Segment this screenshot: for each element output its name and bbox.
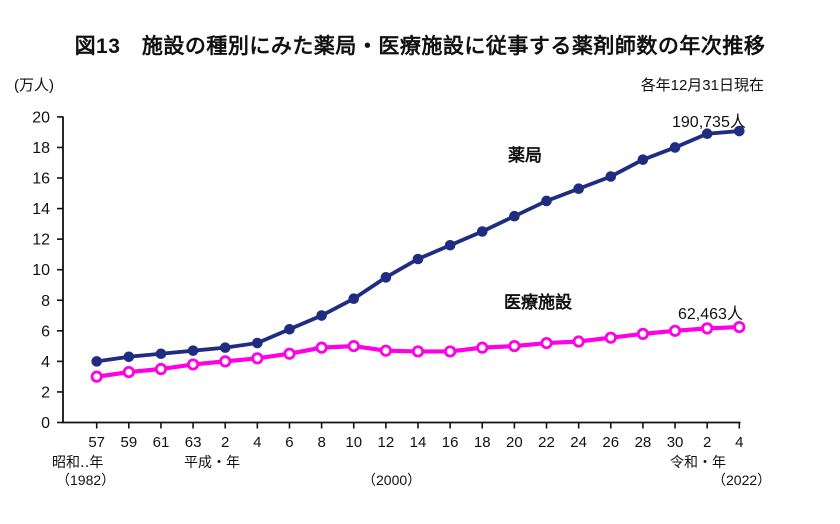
annotation-medical-latest-value: 62,463人 [678,306,743,323]
data-point-medical-facilities [444,345,457,358]
y-tick-label: 6 [41,323,50,340]
data-point-medical-facilities [90,370,103,383]
data-point-pharmacy [187,345,199,356]
data-point-medical-facilities [701,322,714,335]
y-tick-label: 4 [41,354,50,371]
data-point-pharmacy [637,154,649,165]
data-point-medical-facilities [122,365,135,379]
y-tick-label: 18 [32,140,50,157]
y-axis-unit-label: (万人) [14,77,54,94]
x-tick-label: 30 [667,434,684,451]
data-point-medical-facilities [283,347,296,360]
y-tick-label: 8 [41,293,50,310]
annotation-pharmacy-latest-value: 190,735人 [672,114,746,131]
data-point-medical-facilities [733,320,746,334]
data-point-pharmacy [155,348,167,360]
x-tick-label: 2 [703,434,711,451]
x-tick-label: 22 [538,434,555,451]
y-tick-label: 20 [32,109,50,126]
series-label-medical-facilities: 医療施設 [504,293,572,312]
data-point-medical-facilities [411,345,425,358]
y-tick-label: 0 [41,415,50,432]
x-tick-label: 57 [88,434,105,451]
x-tick-label: 59 [120,434,137,451]
data-point-medical-facilities [636,327,650,340]
data-point-medical-facilities [508,339,521,353]
x-tick-label: 10 [345,434,362,451]
data-point-medical-facilities [347,339,360,353]
data-point-pharmacy [734,125,745,137]
data-point-pharmacy [219,342,231,353]
x-tick-label: 4 [253,434,261,451]
x-tick-label: 24 [570,434,587,451]
data-point-pharmacy [669,142,681,153]
data-point-pharmacy [123,351,135,363]
data-point-medical-facilities [540,336,553,350]
data-point-pharmacy [316,310,327,321]
x-tick-label: 2 [221,434,229,451]
data-point-pharmacy [444,239,456,251]
x-tick-label: 63 [185,434,202,451]
series-label-pharmacy: 薬局 [508,146,542,165]
data-point-medical-facilities [668,324,682,337]
x-tick-label: 61 [153,434,170,451]
data-point-pharmacy [348,293,360,305]
x-tick-label: 4 [735,434,743,451]
x-tick-label: 26 [602,434,619,451]
data-point-pharmacy [380,272,392,283]
x-tick-label: 12 [378,434,395,451]
data-point-medical-facilities [572,335,585,348]
x-tick-label: 16 [442,434,459,451]
x-tick-label: 6 [285,434,293,451]
data-point-pharmacy [284,323,295,335]
y-tick-label: 16 [32,171,50,188]
era-label-heisei: 平成・年 [184,454,240,470]
series-line-pharmacy [96,129,740,364]
era-year-2022: （2022） [712,472,772,488]
data-point-medical-facilities [379,344,392,357]
era-label-reiwa: 令和・年 [670,454,726,470]
x-tick-label: 18 [474,434,491,451]
data-point-pharmacy [476,226,488,237]
x-tick-label: 28 [635,434,652,451]
era-year-2000: （2000） [362,472,422,488]
data-point-pharmacy [541,195,552,207]
x-tick-label: 8 [317,434,325,451]
data-point-medical-facilities [476,341,489,354]
data-point-medical-facilities [604,331,617,344]
x-tick-label: 14 [410,434,427,451]
y-tick-label: 10 [32,262,50,279]
y-tick-label: 2 [41,384,50,401]
data-point-medical-facilities [186,358,200,371]
x-tick-label: 20 [506,434,523,451]
data-point-medical-facilities [154,362,168,376]
data-point-pharmacy [252,337,263,349]
data-point-pharmacy [605,171,617,182]
data-point-pharmacy [701,128,713,140]
era-year-1982: （1982） [56,472,116,488]
data-point-medical-facilities [251,352,264,365]
data-point-pharmacy [509,210,520,222]
as-of-date-note: 各年12月31日現在 [640,77,764,94]
data-point-medical-facilities [315,341,328,354]
data-point-medical-facilities [219,355,232,368]
chart-title: 図13 施設の種別にみた薬局・医療施設に従事する薬剤師数の年次推移 [74,35,766,58]
data-point-pharmacy [91,356,102,367]
data-point-pharmacy [412,253,424,265]
y-tick-label: 14 [32,201,50,218]
data-point-pharmacy [573,183,584,195]
y-tick-label: 12 [32,232,50,249]
era-label-showa: 昭和‥年 [52,454,104,470]
